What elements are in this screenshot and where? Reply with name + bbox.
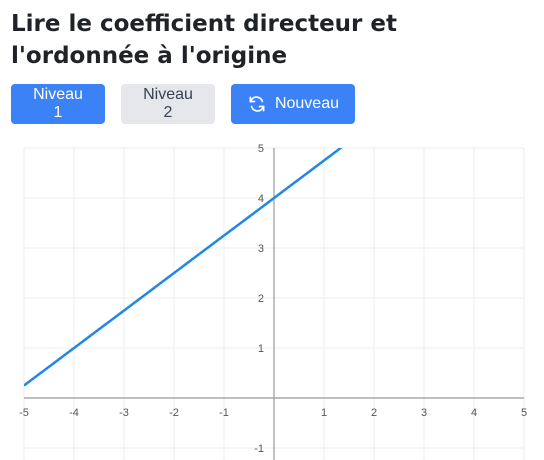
x-tick-label: 1 [321, 407, 327, 419]
y-tick-label: 3 [258, 243, 264, 255]
x-tick-label: 5 [521, 407, 527, 419]
level-2-button[interactable]: Niveau 2 [121, 84, 215, 124]
x-tick-label: -2 [169, 407, 179, 419]
level-2-label: Niveau 2 [143, 86, 193, 121]
y-tick-label: 5 [258, 143, 264, 155]
series-group [24, 148, 343, 387]
x-tick-label: -4 [69, 407, 79, 419]
y-tick-label: 4 [258, 193, 264, 205]
level-1-button[interactable]: Niveau 1 [11, 84, 105, 124]
x-tick-label: -3 [119, 407, 129, 419]
x-tick-label: -1 [219, 407, 229, 419]
toolbar: Niveau 1 Niveau 2 Nouveau [11, 84, 355, 124]
x-tick-label: -5 [19, 407, 29, 419]
function-graph: -5 -4 -3 -2 -1 1 2 3 4 5 -1 1 2 3 4 5 [0, 140, 544, 460]
level-1-label: Niveau 1 [33, 86, 83, 121]
new-exercise-label: Nouveau [274, 95, 339, 112]
refresh-icon [249, 96, 265, 112]
series-line [24, 148, 343, 387]
graph-canvas: -5 -4 -3 -2 -1 1 2 3 4 5 -1 1 2 3 4 5 [19, 143, 527, 460]
y-tick-label: -1 [254, 443, 264, 455]
y-tick-label: 2 [258, 293, 264, 305]
y-tick-label: 1 [258, 343, 264, 355]
new-exercise-button[interactable]: Nouveau [231, 84, 355, 124]
x-tick-label: 2 [371, 407, 377, 419]
x-tick-label: 3 [421, 407, 427, 419]
x-tick-label: 4 [471, 407, 477, 419]
page-title: Lire le coefficient directeur et l'ordon… [11, 11, 397, 69]
